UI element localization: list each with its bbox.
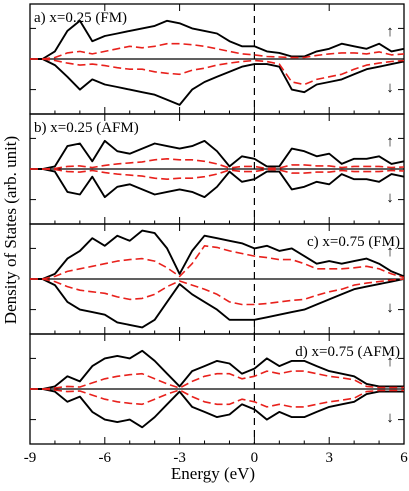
panel-1-spin-up-arrow: ↑	[386, 24, 394, 40]
panel-4-spin-down-arrow: ↓	[386, 410, 394, 426]
x-tick-label: 0	[251, 450, 259, 466]
panel-1-spin-down-arrow: ↓	[386, 80, 394, 96]
panel-4-spin-down-partial	[30, 388, 404, 408]
panel-1-spin-up-partial	[30, 42, 405, 60]
panel-1-spin-down-total	[30, 58, 405, 106]
panel-2-spin-down-total	[30, 168, 405, 199]
panel-3-spin-up-total	[30, 229, 405, 280]
panel-2-spin-up-arrow: ↑	[386, 134, 394, 150]
panel-3-spin-down-partial	[30, 278, 405, 306]
panel-3-spin-down-total	[30, 278, 405, 329]
panel-2-spin-down-arrow: ↓	[386, 190, 394, 206]
x-tick-label: 6	[400, 450, 408, 466]
panel-3-label: c) x=0.75 (FM)	[307, 234, 400, 250]
y-axis-label: Density of States (arb. unit)	[1, 136, 20, 324]
x-tick-label: -9	[24, 450, 37, 466]
panel-4-spin-up-arrow: ↑	[386, 354, 394, 370]
panel-3-spin-down-arrow: ↓	[386, 300, 394, 316]
panels-group: a) x=0.25 (FM) ↑ ↓ b) x=0.25 (AFM) ↑ ↓ c) x=0.…	[24, 3, 408, 466]
x-tick-label: -3	[173, 450, 186, 466]
panel-2-spin-down-partial	[30, 168, 405, 180]
panel-4-spin-down-total	[30, 388, 404, 429]
panel-1-spin-up-total	[30, 19, 405, 60]
panel-2-spin-up-total	[30, 139, 405, 170]
x-tick-label: 3	[325, 450, 333, 466]
panel-4-spin-up-partial	[30, 370, 404, 390]
panel-4-spin-up-total	[30, 349, 404, 390]
panel-4-label: d) x=0.75 (AFM)	[295, 344, 400, 360]
x-axis-label: Energy (eV)	[171, 464, 255, 483]
panel-3-spin-up-partial	[30, 245, 405, 280]
panel-1-label: a) x=0.25 (FM)	[34, 10, 127, 26]
panel-1-spin-down-partial	[30, 58, 405, 86]
panel-2-spin-up-partial	[30, 158, 405, 170]
panel-2-label: b) x=0.25 (AFM)	[34, 120, 139, 136]
x-tick-label: -6	[99, 450, 112, 466]
panel-3-spin-up-arrow: ↑	[386, 244, 394, 260]
